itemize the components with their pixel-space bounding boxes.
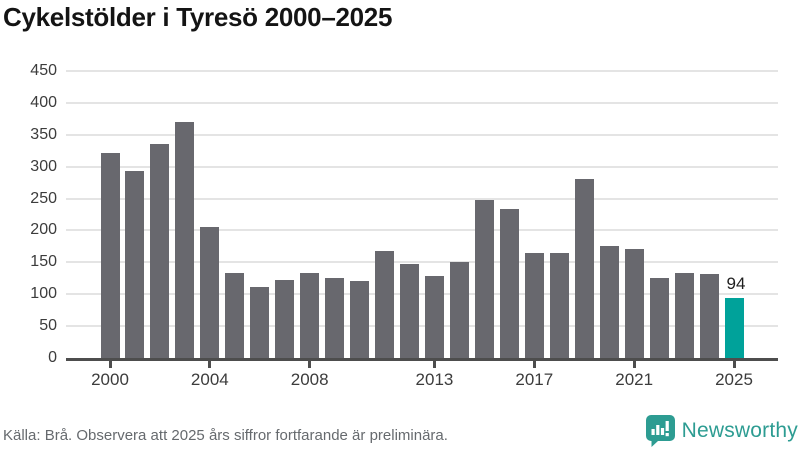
chart-title: Cykelstölder i Tyresö 2000–2025 [3, 2, 393, 32]
bar-2020 [599, 246, 619, 358]
x-tick-2000 [108, 361, 112, 368]
y-tick-250: 250 [30, 189, 57, 207]
x-label-2025: 2025 [715, 370, 753, 389]
bar-2016 [499, 208, 519, 358]
y-tick-100: 100 [30, 285, 57, 303]
y-tick-200: 200 [30, 221, 57, 239]
y-tick-400: 400 [30, 93, 57, 111]
gridline-100 [66, 293, 778, 296]
x-tick-2025 [732, 361, 736, 368]
gridline-350 [66, 133, 778, 136]
y-tick-300: 300 [30, 157, 57, 175]
bar-2015 [474, 199, 494, 358]
x-label-2004: 2004 [190, 370, 229, 389]
bar-2018 [549, 253, 569, 358]
x-label-2017: 2017 [515, 370, 554, 389]
source-note: Källa: Brå. Observera att 2025 års siffr… [3, 427, 448, 444]
x-axis-line [66, 358, 778, 361]
x-tick-2013 [432, 361, 436, 368]
y-tick-150: 150 [30, 253, 57, 271]
bar-2001 [125, 170, 145, 358]
x-tick-2008 [308, 361, 312, 368]
gridline-400 [66, 101, 778, 104]
gridline-450 [66, 70, 778, 72]
x-tick-2017 [532, 361, 536, 368]
gridline-50 [66, 325, 778, 328]
bar-2019 [574, 179, 594, 358]
bar-2002 [150, 143, 170, 358]
bar-2008 [300, 272, 320, 358]
bar-2005 [225, 272, 245, 358]
y-axis-labels: 0 50 100 150 200 250 300 350 400 450 [0, 62, 57, 366]
bar-value-label: 94 [726, 274, 746, 294]
bar-2021 [624, 248, 644, 358]
bar-2014 [449, 261, 469, 358]
x-tick-2004 [208, 361, 212, 368]
bar-2010 [350, 281, 370, 358]
bar-2007 [275, 279, 295, 358]
newsworthy-brand: Newsworthy [645, 414, 798, 448]
bar-2025 [724, 298, 744, 358]
bar-2009 [325, 278, 345, 358]
newsworthy-logo-icon [645, 415, 675, 447]
bar-2023 [674, 273, 694, 358]
x-label-2013: 2013 [415, 370, 454, 389]
x-label-2008: 2008 [290, 370, 329, 389]
bar-2003 [175, 122, 195, 358]
bar-2022 [649, 278, 669, 358]
bar-2006 [250, 286, 270, 358]
gridline-200 [66, 229, 778, 232]
y-tick-50: 50 [39, 317, 57, 335]
y-tick-450: 450 [30, 62, 57, 79]
plot-area: 94 [66, 70, 778, 358]
gridline-300 [66, 165, 778, 168]
brand-name: Newsworthy [681, 419, 798, 442]
bar-2004 [200, 227, 220, 358]
bar-2012 [400, 263, 420, 358]
bar-2024 [699, 273, 719, 358]
x-label-2021: 2021 [615, 370, 654, 389]
bar-2000 [100, 152, 120, 358]
y-tick-0: 0 [48, 349, 57, 366]
x-label-2000: 2000 [91, 370, 129, 389]
gridline-150 [66, 261, 778, 264]
x-tick-2021 [632, 361, 636, 368]
bar-2013 [424, 276, 444, 358]
bar-2011 [375, 250, 395, 358]
y-tick-350: 350 [30, 125, 57, 143]
gridline-250 [66, 197, 778, 200]
bar-2017 [524, 253, 544, 358]
